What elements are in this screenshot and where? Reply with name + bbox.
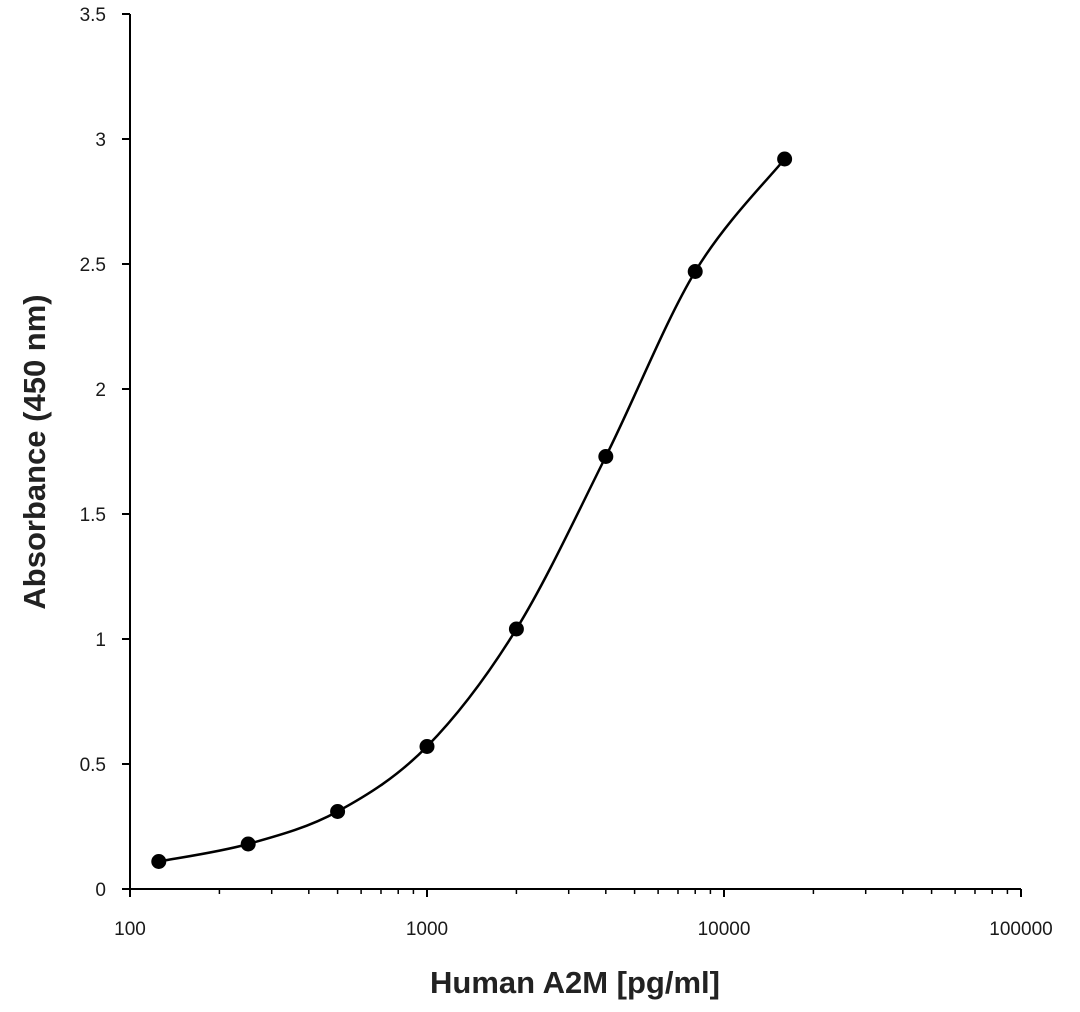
fitted-curve-line	[158, 158, 786, 863]
x-tick-label: 100000	[989, 919, 1052, 940]
data-point	[240, 836, 256, 852]
x-tick-labels: 100 1000 10000 100000	[114, 919, 1053, 940]
y-tick-label: 1.5	[80, 505, 106, 526]
y-tick-label: 2	[95, 380, 106, 401]
y-ticks	[122, 13, 130, 890]
y-tick-label: 2.5	[80, 255, 106, 276]
data-point	[508, 621, 524, 637]
data-point	[419, 739, 435, 754]
data-point	[330, 804, 346, 819]
x-major-ticks	[129, 889, 1022, 897]
y-axis-title: Absorbance (450 nm)	[17, 294, 52, 609]
data-points	[151, 151, 793, 869]
x-tick-label: 10000	[698, 919, 751, 940]
data-point	[777, 151, 793, 167]
x-tick-label: 100	[114, 919, 146, 940]
y-tick-label: 1	[95, 630, 106, 651]
data-point	[598, 449, 614, 464]
y-tick-label: 0.5	[80, 755, 106, 776]
data-point	[687, 264, 703, 279]
x-tick-label: 1000	[406, 919, 448, 940]
y-tick-labels: 0 0.5 1 1.5 2 2.5 3 3.5	[80, 5, 106, 901]
y-tick-label: 3	[95, 130, 106, 151]
x-axis-title: Human A2M [pg/ml]	[430, 965, 720, 1000]
y-tick-label: 0	[95, 880, 106, 901]
data-point	[151, 854, 167, 869]
y-tick-label: 3.5	[80, 5, 106, 26]
